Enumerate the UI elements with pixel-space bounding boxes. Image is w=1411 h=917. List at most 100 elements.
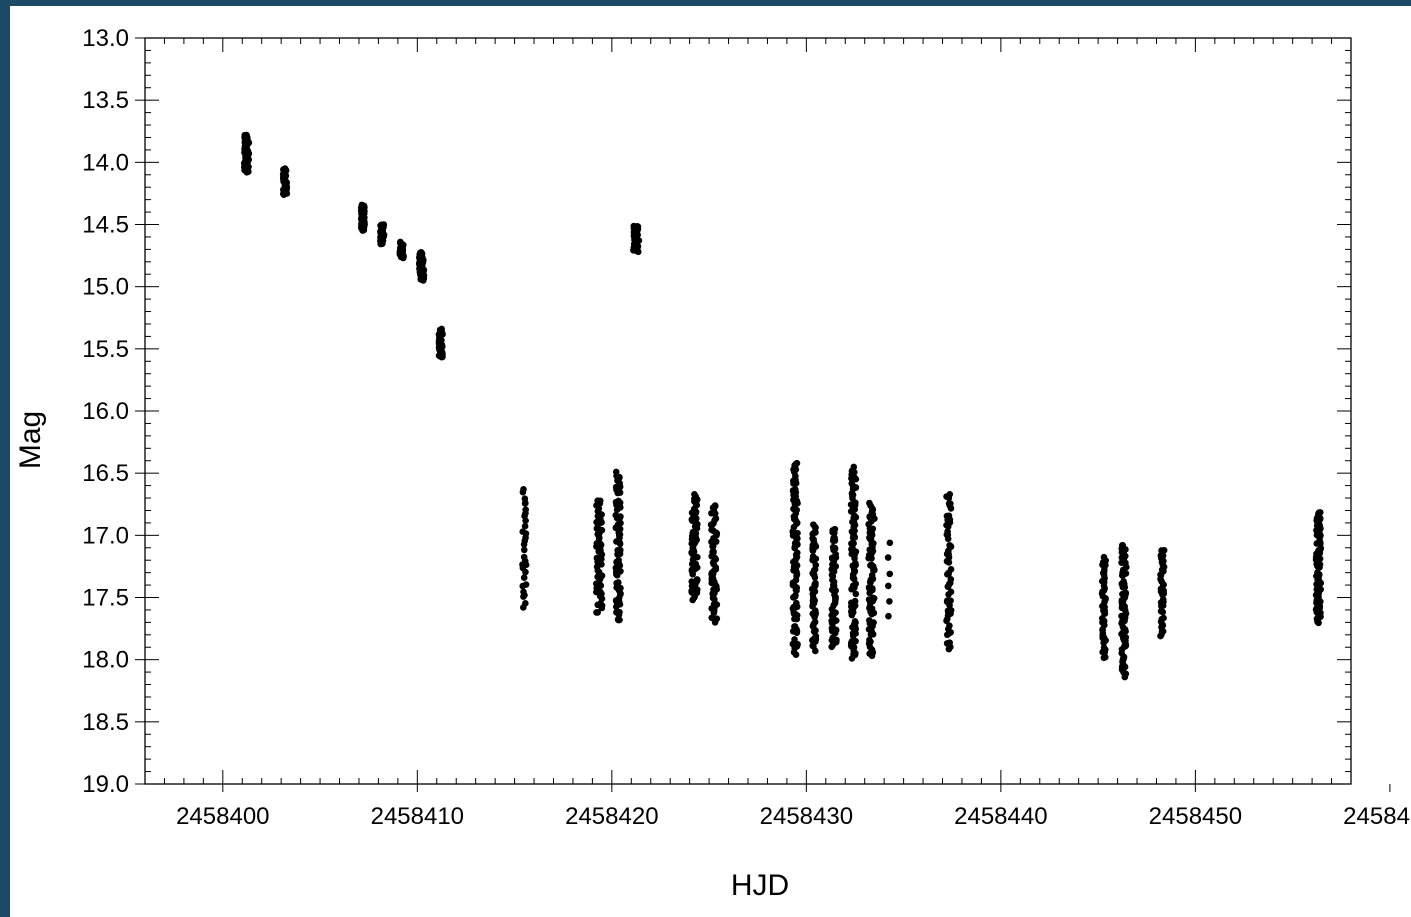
- data-point: [848, 603, 855, 610]
- y-tick-label: 17.5: [82, 585, 129, 612]
- data-point: [615, 616, 622, 624]
- data-point: [811, 523, 819, 531]
- data-point: [707, 521, 715, 529]
- data-point: [851, 468, 858, 476]
- data-point: [945, 630, 953, 637]
- data-point: [399, 254, 407, 262]
- data-point: [1316, 564, 1323, 571]
- data-point: [1119, 655, 1127, 663]
- data-point: [595, 505, 603, 512]
- data-point: [852, 484, 860, 491]
- y-tick-label: 17.0: [82, 522, 129, 549]
- data-point: [1119, 583, 1127, 591]
- data-point: [617, 513, 624, 520]
- data-point: [850, 575, 858, 583]
- data-point: [946, 622, 953, 630]
- chart-frame: Mag HJD 2458400 2458410 2458420 2458430 2458…: [10, 6, 1411, 917]
- data-point: [594, 609, 602, 616]
- data-point: [851, 534, 859, 541]
- data-point: [793, 572, 800, 580]
- data-point: [811, 613, 818, 621]
- data-point: [866, 529, 874, 536]
- data-point: [850, 540, 857, 547]
- data-point: [596, 575, 604, 583]
- data-point: [1099, 648, 1106, 656]
- data-point: [1157, 632, 1164, 640]
- data-point: [597, 603, 605, 610]
- data-point: [520, 574, 528, 582]
- data-point: [280, 191, 288, 198]
- data-point: [1158, 547, 1165, 554]
- data-point: [868, 518, 875, 525]
- data-point: [852, 590, 860, 598]
- data-point: [612, 603, 620, 611]
- data-point: [944, 583, 952, 590]
- data-point: [793, 643, 801, 650]
- data-point: [869, 630, 877, 638]
- data-point: [886, 539, 894, 547]
- data-point: [614, 550, 622, 558]
- data-point: [812, 647, 819, 655]
- data-point: [852, 475, 860, 483]
- x-tick-label: 2458420: [565, 803, 658, 830]
- data-point: [595, 534, 603, 541]
- data-point: [884, 554, 892, 561]
- data-point: [1159, 608, 1167, 616]
- data-point: [794, 499, 801, 507]
- y-tick-label: 13.0: [82, 25, 129, 52]
- data-point: [792, 476, 799, 484]
- data-point: [832, 629, 839, 637]
- data-point: [947, 543, 955, 551]
- data-point: [634, 248, 642, 256]
- data-point: [519, 604, 527, 611]
- data-point: [1317, 532, 1324, 539]
- data-point: [867, 579, 874, 586]
- data-point: [850, 650, 857, 658]
- y-axis-title: Mag: [14, 411, 47, 469]
- data-point: [711, 619, 719, 626]
- data-point: [1101, 653, 1109, 661]
- data-point: [519, 488, 527, 496]
- data-point: [943, 521, 950, 529]
- data-point: [947, 505, 955, 512]
- y-tick-label: 13.5: [82, 87, 129, 114]
- data-point: [793, 629, 801, 637]
- data-point: [595, 561, 602, 568]
- data-point: [614, 489, 622, 497]
- data-point: [849, 584, 857, 592]
- y-tick-label: 16.5: [82, 460, 129, 487]
- x-tick-label: 2458430: [760, 803, 853, 830]
- data-point: [521, 522, 529, 530]
- data-point: [829, 576, 836, 584]
- data-point: [793, 553, 801, 561]
- data-point: [945, 559, 953, 566]
- data-point: [616, 540, 624, 548]
- data-point: [1315, 619, 1322, 627]
- data-point: [832, 597, 839, 604]
- data-point: [868, 555, 875, 562]
- y-tick-label: 18.0: [82, 647, 129, 674]
- data-point: [809, 642, 816, 649]
- data-point: [359, 226, 366, 234]
- data-point: [944, 571, 951, 578]
- data-point: [598, 526, 606, 534]
- y-tick-label: 15.5: [82, 336, 129, 363]
- data-point: [689, 571, 697, 578]
- data-point: [616, 474, 623, 482]
- x-tick-label: 2458440: [954, 803, 1047, 830]
- data-point: [869, 649, 877, 656]
- data-point: [791, 593, 799, 600]
- data-point: [867, 608, 874, 616]
- data-point: [884, 582, 892, 590]
- data-point: [945, 591, 952, 598]
- y-tick-label: 19.0: [82, 771, 129, 798]
- data-point: [613, 506, 621, 513]
- data-point: [812, 555, 820, 563]
- data-point: [812, 627, 819, 634]
- data-point: [1121, 673, 1129, 681]
- data-point: [809, 547, 817, 554]
- data-point: [868, 507, 876, 515]
- data-point: [1118, 559, 1125, 566]
- data-point: [689, 596, 696, 604]
- data-point: [692, 580, 699, 588]
